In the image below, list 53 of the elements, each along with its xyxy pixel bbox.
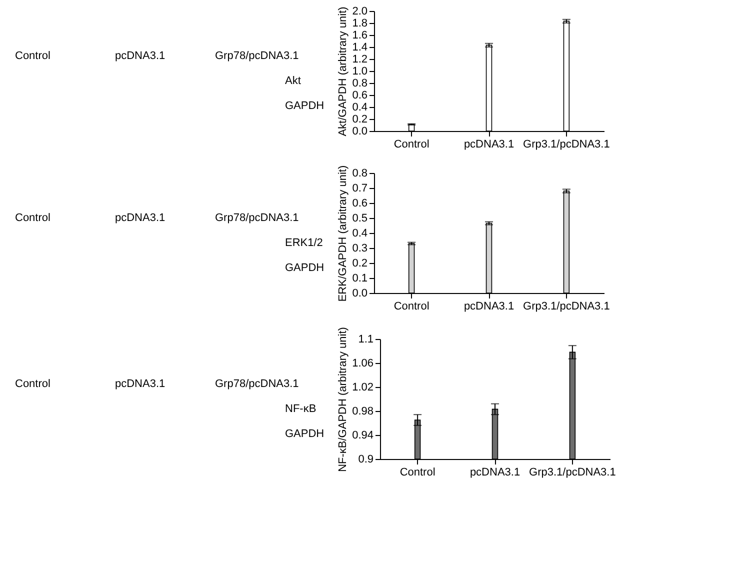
y-tick-label: 0.9	[358, 454, 374, 466]
y-tick-label: 0.0	[352, 126, 368, 138]
y-tick-label: 1.06	[352, 358, 374, 370]
y-tick-label: 0.2	[352, 258, 368, 270]
x-tick-label: pcDNA3.1	[464, 300, 514, 312]
y-tick-label: 1.02	[352, 382, 374, 394]
y-tick-label: 0.6	[352, 90, 368, 102]
y-tick-label: 0.4	[352, 228, 368, 240]
text: Grp78/pcDNA3.1	[215, 378, 299, 390]
y-tick-label: 0.6	[352, 198, 368, 210]
text: GAPDH	[285, 428, 324, 440]
text: Control	[15, 212, 50, 224]
text: Akt	[285, 75, 301, 87]
y-tick-label: 1.1	[358, 334, 374, 346]
text: Control	[15, 378, 50, 390]
y-tick-label: 0.7	[352, 182, 368, 194]
x-tick-label: Grp3.1/pcDNA3.1	[529, 466, 616, 478]
text: GAPDH	[285, 100, 324, 112]
y-tick-label: 1.2	[352, 54, 368, 66]
y-tick-label: 0.1	[352, 272, 368, 284]
text: Grp78/pcDNA3.1	[215, 50, 299, 62]
y-tick-label: 0.3	[352, 242, 368, 254]
y-tick-label: 0.8	[352, 168, 368, 180]
y-tick-label: 0.4	[352, 102, 368, 114]
x-tick-label: Control	[394, 138, 430, 150]
y-tick-label: 0.94	[352, 430, 374, 442]
y-tick-label: 0.98	[352, 406, 374, 418]
x-tick-label: pcDNA3.1	[464, 138, 514, 150]
x-tick-label: Grp3.1/pcDNA3.1	[523, 300, 610, 312]
x-tick-label: Control	[394, 300, 430, 312]
y-tick-label: 0.8	[352, 78, 368, 90]
y-tick-label: 1.6	[352, 30, 368, 42]
y-axis-title: Akt/GAPDH (arbitrary unit)	[337, 6, 350, 136]
y-tick-label: 2.0	[352, 6, 368, 18]
text: Control	[15, 50, 50, 62]
y-tick-label: 0.2	[352, 114, 368, 126]
text: ERK1/2	[285, 237, 323, 249]
y-tick-label: 0.5	[352, 212, 368, 224]
text: GAPDH	[285, 262, 324, 274]
x-tick-label: Control	[400, 466, 436, 478]
text: pcDNA3.1	[115, 212, 166, 224]
y-tick-label: 1.8	[352, 18, 368, 30]
text: Grp78/pcDNA3.1	[215, 212, 299, 224]
y-axis-title: ERK/GAPDH (arbitrary unit)	[337, 165, 350, 302]
x-tick-label: pcDNA3.1	[470, 466, 520, 478]
x-tick-label: Grp3.1/pcDNA3.1	[523, 138, 610, 150]
y-axis-title: NF-κB/GAPDH (arbitrary unit)	[337, 327, 350, 472]
text: NF-κB	[285, 403, 316, 415]
y-tick-label: 1.0	[352, 66, 368, 78]
y-tick-label: 0.0	[352, 288, 368, 300]
text: pcDNA3.1	[115, 50, 166, 62]
y-tick-label: 1.4	[352, 42, 368, 54]
text: pcDNA3.1	[115, 378, 166, 390]
